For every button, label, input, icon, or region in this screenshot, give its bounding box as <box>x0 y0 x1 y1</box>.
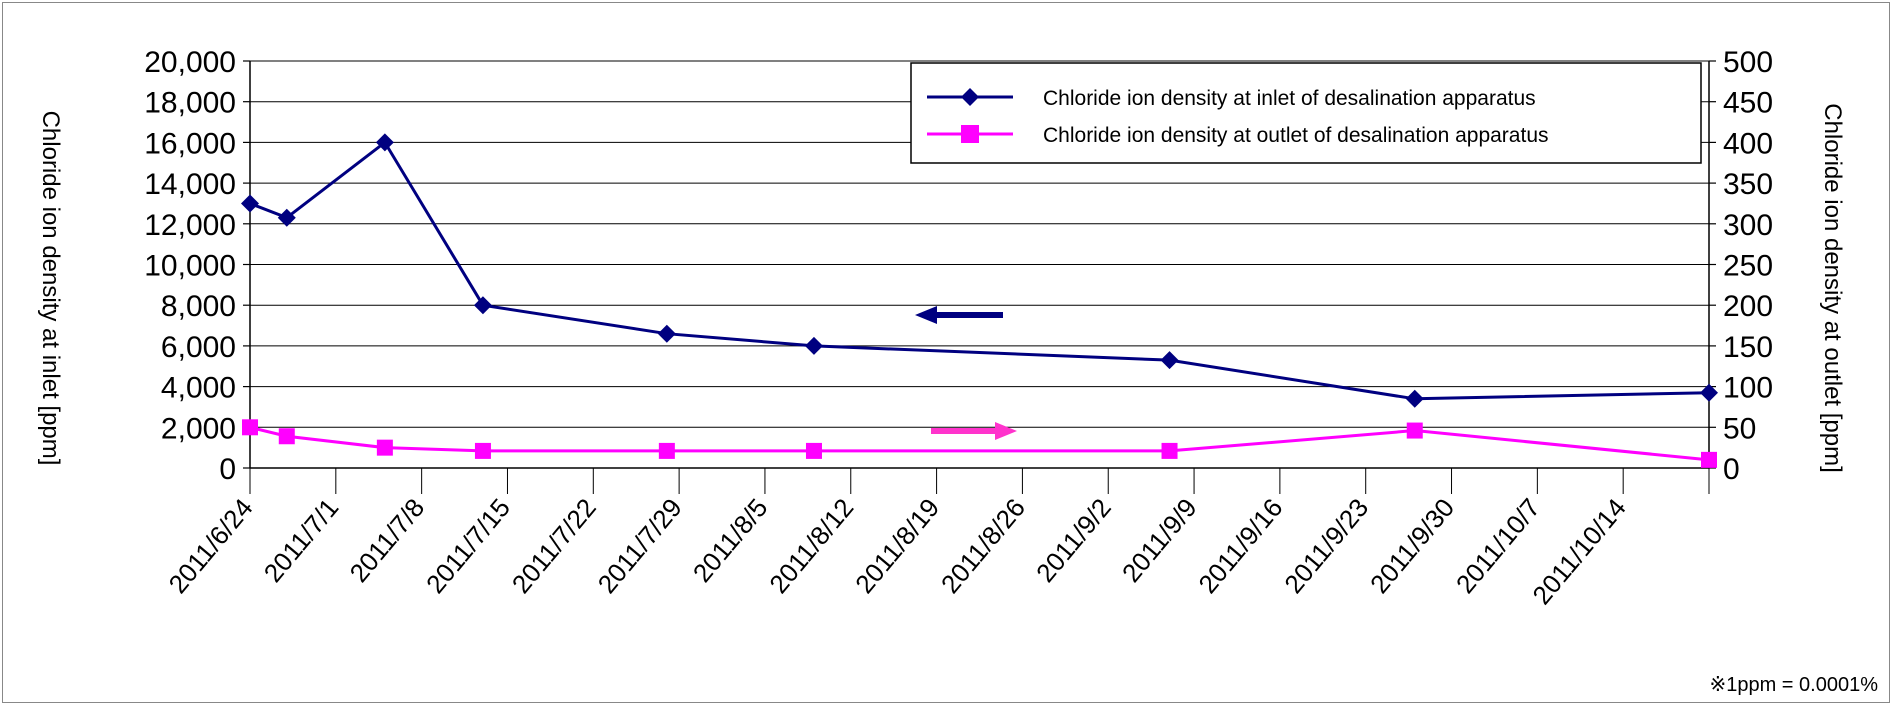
data-point-inlet <box>657 324 676 343</box>
x-tick-label: 2011/6/24 <box>162 493 258 599</box>
right-pointing-arrow-head <box>995 422 1017 440</box>
x-tick-label: 2011/8/5 <box>687 493 774 588</box>
left-tick-label: 12,000 <box>144 209 236 242</box>
data-point-outlet <box>658 442 675 459</box>
left-tick-label: 10,000 <box>144 250 236 283</box>
data-point-inlet <box>1405 389 1424 408</box>
left-tick-label: 18,000 <box>144 87 236 120</box>
legend-entry-inlet: Chloride ion density at inlet of desalin… <box>927 87 1536 110</box>
data-point-inlet <box>375 133 394 152</box>
x-tick-label: 2011/8/19 <box>849 493 945 599</box>
left-tick-label: 14,000 <box>144 168 236 201</box>
left-tick-label: 16,000 <box>144 127 236 160</box>
right-axis-ticks: 0 50 100 150 200 250 300 350 400 450 500 <box>1723 46 1773 486</box>
series-layer <box>241 133 1718 468</box>
data-point-inlet <box>277 208 296 227</box>
right-tick-label: 150 <box>1723 331 1773 364</box>
unit-note: ※1ppm = 0.0001% <box>1709 674 1878 696</box>
legend-label-outlet: Chloride ion density at outlet of desali… <box>1043 124 1549 147</box>
data-point-outlet <box>278 428 295 445</box>
right-tick-label: 50 <box>1723 412 1756 445</box>
right-tick-label: 350 <box>1723 168 1773 201</box>
legend-label-inlet: Chloride ion density at inlet of desalin… <box>1043 87 1536 110</box>
data-point-inlet <box>473 296 492 315</box>
x-tick-label: 2011/9/16 <box>1192 493 1288 599</box>
left-tick-label: 4,000 <box>161 372 236 405</box>
data-point-outlet <box>1406 422 1423 439</box>
right-tick-label: 500 <box>1723 46 1773 79</box>
direction-arrows <box>915 306 1017 440</box>
x-tick-label: 2011/9/9 <box>1116 493 1203 588</box>
x-tick-label: 2011/9/23 <box>1278 493 1374 599</box>
left-tick-label: 6,000 <box>161 331 236 364</box>
chart-svg: 0 2,000 4,000 6,000 8,000 10,000 12,000 14,000 1… <box>37 46 1878 696</box>
left-tick-label: 20,000 <box>144 46 236 79</box>
right-axis-title: Chloride ion density at outlet [ppm] <box>1819 103 1846 473</box>
legend-marker-inlet <box>961 88 979 106</box>
x-tick-label: 2011/7/29 <box>592 493 688 599</box>
data-point-outlet <box>242 419 258 436</box>
x-tick-label: 2011/7/22 <box>506 493 602 599</box>
left-axis-title: Chloride ion density at inlet [ppm] <box>37 111 64 466</box>
right-tick-label: 400 <box>1723 127 1773 160</box>
data-point-outlet <box>376 439 393 456</box>
left-tick-label: 2,000 <box>161 412 236 445</box>
legend-marker-outlet <box>961 125 979 143</box>
legend-box <box>910 62 1702 164</box>
x-tick-label: 2011/7/15 <box>420 493 516 599</box>
right-tick-label: 200 <box>1723 290 1773 323</box>
left-pointing-arrow-head <box>915 306 937 324</box>
data-point-inlet <box>1160 351 1179 370</box>
data-point-outlet <box>805 442 822 459</box>
right-tick-label: 100 <box>1723 372 1773 405</box>
data-point-inlet <box>241 194 259 213</box>
data-point-inlet <box>804 336 823 355</box>
x-tick-label: 2011/7/8 <box>343 493 430 588</box>
right-tick-label: 0 <box>1723 453 1740 486</box>
right-tick-label: 250 <box>1723 250 1773 283</box>
x-tick-label: 2011/10/7 <box>1450 493 1546 599</box>
data-point-outlet <box>474 442 491 459</box>
x-axis-ticks: 2011/6/24 2011/7/1 2011/7/82011/7/152011/7… <box>162 493 1631 610</box>
data-point-outlet <box>1161 442 1178 459</box>
right-tick-label: 300 <box>1723 209 1773 242</box>
legend: Chloride ion density at inlet of desalin… <box>910 62 1702 164</box>
x-tick-label: 2011/9/2 <box>1030 493 1117 588</box>
x-tick-label: 2011/7/1 <box>258 493 345 588</box>
data-point-outlet <box>1701 451 1717 468</box>
data-point-inlet <box>1700 383 1718 402</box>
left-tick-label: 0 <box>219 453 236 486</box>
right-tick-label: 450 <box>1723 87 1773 120</box>
series-line-inlet <box>249 140 1710 401</box>
left-tick-label: 8,000 <box>161 290 236 323</box>
x-tick-label: 2011/8/26 <box>935 493 1031 599</box>
legend-entry-outlet: Chloride ion density at outlet of desali… <box>927 124 1549 147</box>
x-tick-label: 2011/8/12 <box>763 493 859 599</box>
x-tick-label: 2011/9/30 <box>1364 493 1460 599</box>
left-axis-ticks: 0 2,000 4,000 6,000 8,000 10,000 12,000 14,000 1… <box>144 46 236 486</box>
